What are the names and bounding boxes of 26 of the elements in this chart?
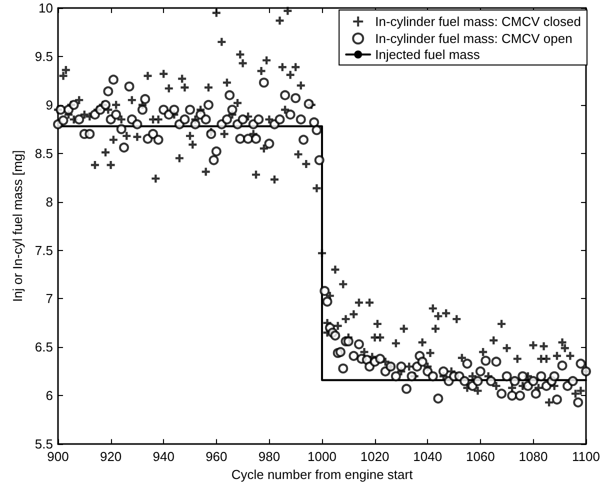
legend-label: In-cylinder fuel mass: CMCV closed — [375, 14, 582, 29]
y-tick-label: 9.5 — [34, 48, 53, 64]
x-tick-label: 920 — [100, 449, 122, 464]
x-tick-label: 940 — [152, 449, 174, 464]
y-tick-label: 5.5 — [34, 436, 53, 452]
y-tick-label: 8 — [46, 194, 53, 210]
x-tick-label: 1100 — [572, 449, 600, 464]
x-axis-title: Cycle number from engine start — [231, 467, 414, 482]
y-tick-label: 8.5 — [34, 146, 53, 161]
x-tick-label: 1020 — [360, 449, 390, 464]
x-tick-label: 980 — [258, 449, 280, 464]
x-tick-label: 1060 — [466, 449, 495, 464]
y-tick-label: 9 — [46, 97, 53, 112]
legend-label: In-cylinder fuel mass: CMCV open — [375, 31, 572, 46]
x-tick-label: 1040 — [413, 449, 442, 464]
x-tick-label: 960 — [206, 449, 228, 464]
y-tick-label: 6 — [46, 388, 53, 404]
y-tick-label: 10 — [38, 0, 53, 16]
x-tick-label: 1080 — [518, 449, 548, 464]
x-tick-label: 1000 — [308, 449, 336, 464]
x-tick-label: 900 — [47, 449, 69, 464]
y-tick-label: 6.5 — [34, 340, 53, 355]
y-axis-title: Inj or In-cyl fuel mass [mg] — [10, 150, 25, 302]
y-tick-label: 7.5 — [34, 242, 53, 258]
y-tick-label: 7 — [46, 291, 53, 306]
legend-label: Injected fuel mass — [375, 47, 480, 62]
